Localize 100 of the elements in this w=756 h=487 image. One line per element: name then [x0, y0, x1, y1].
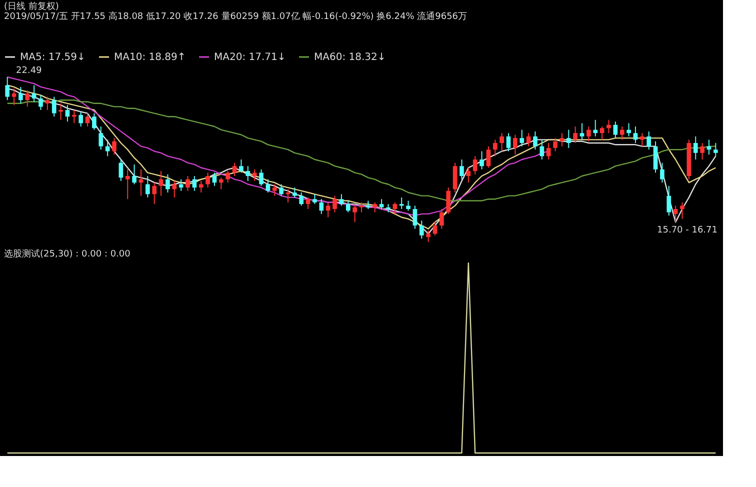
candlestick: [600, 126, 604, 140]
candlestick: [620, 126, 624, 140]
candlestick: [660, 162, 664, 184]
candlestick: [239, 159, 244, 174]
candlestick: [326, 202, 330, 218]
candlestick: [666, 185, 672, 216]
candlestick: [406, 200, 410, 212]
candlestick: [553, 138, 558, 152]
candlestick: [480, 150, 484, 170]
candlestick: [132, 164, 136, 185]
candlestick: [633, 126, 638, 144]
candlestick: [118, 159, 124, 182]
candlestick: [266, 178, 270, 193]
candlestick: [339, 194, 344, 206]
legend-label: MA20: 17.71↓: [214, 52, 286, 63]
candlestick: [226, 170, 230, 184]
chart-title: (日线 前复权): [4, 1, 59, 12]
candlestick: [492, 139, 498, 157]
legend-label: MA5: 17.59↓: [20, 52, 86, 63]
candlestick: [172, 180, 177, 198]
candlestick: [506, 132, 511, 152]
candlestick: [58, 102, 63, 120]
candlestick: [426, 230, 430, 242]
candlestick: [319, 198, 324, 214]
candlestick: [232, 162, 237, 176]
candlestick: [580, 122, 584, 140]
candlestick: [626, 122, 631, 137]
candlestick: [292, 187, 297, 198]
candlestick: [32, 84, 36, 102]
candlestick: [500, 132, 504, 152]
candlestick: [593, 119, 598, 137]
annotation: 15.70 - 16.71: [657, 226, 718, 236]
candlestick: [246, 166, 250, 182]
candlestick: [306, 196, 310, 210]
candlestick: [446, 187, 451, 214]
candlestick: [359, 202, 364, 213]
candlestick: [38, 94, 43, 110]
candlestick: [25, 90, 30, 108]
legend-label: MA10: 18.89↑: [114, 52, 186, 63]
candlestick: [440, 208, 444, 230]
candlestick: [112, 138, 116, 156]
legend-label: MA60: 18.32↓: [314, 52, 386, 63]
candlestick: [533, 130, 538, 150]
candlestick: [466, 167, 471, 184]
candlestick: [573, 126, 578, 144]
candlestick: [372, 202, 378, 213]
candlestick: [279, 184, 284, 196]
candlestick: [145, 176, 150, 198]
candlestick: [520, 129, 524, 147]
candlestick: [65, 104, 70, 122]
candlestick: [526, 132, 531, 147]
candlestick: [352, 205, 357, 223]
candlestick: [12, 88, 16, 106]
candlestick: [299, 192, 304, 206]
candlestick: [198, 180, 204, 193]
candlestick: [379, 198, 384, 210]
candlestick: [713, 142, 718, 157]
candlestick: [219, 177, 224, 190]
candlestick: [606, 119, 611, 134]
candlestick: [45, 96, 50, 110]
candlestick: [346, 200, 350, 213]
candlestick: [52, 96, 56, 118]
candlestick: [613, 121, 618, 139]
candlestick: [85, 112, 90, 127]
candlestick: [646, 130, 652, 150]
candlestick: [212, 172, 217, 186]
chart-subtitle: 2019/05/17/五 开17.55 高18.08 低17.20 收17.26 量60259 额1.07亿 幅-0.16(-0.92%) 换6.24% 流通9656万: [4, 11, 468, 22]
candlestick: [186, 176, 190, 192]
candlestick: [412, 205, 418, 230]
text: 22.49: [16, 66, 42, 76]
candlestick: [206, 172, 210, 188]
candlestick: [653, 140, 658, 174]
candlestick: [18, 86, 23, 104]
candlestick: [392, 202, 398, 214]
candlestick: [78, 111, 84, 127]
candlestick: [546, 142, 551, 160]
candlestick: [252, 168, 257, 182]
candlestick: [98, 126, 104, 150]
candlestick: [158, 170, 164, 196]
candlestick: [92, 112, 96, 130]
chart-title: 选股测试(25,30) : 0.00 : 0.00: [4, 248, 131, 260]
candlestick: [5, 76, 10, 101]
candlestick: [125, 168, 130, 200]
candlestick: [419, 220, 424, 240]
candlestick: [152, 182, 157, 205]
candlestick: [513, 134, 518, 156]
candlestick: [72, 110, 76, 124]
candlestick: [178, 178, 184, 192]
candlestick: [272, 184, 277, 196]
candlestick: [673, 205, 678, 223]
candlestick: [640, 132, 644, 147]
candlestick: [399, 196, 404, 210]
candlestick: [680, 202, 684, 220]
candlestick: [192, 176, 197, 192]
candlestick: [105, 139, 110, 157]
candlestick: [560, 132, 564, 147]
candlestick: [166, 174, 170, 193]
candlestick: [332, 195, 337, 213]
candlestick: [540, 139, 544, 160]
candlestick: [566, 129, 571, 148]
